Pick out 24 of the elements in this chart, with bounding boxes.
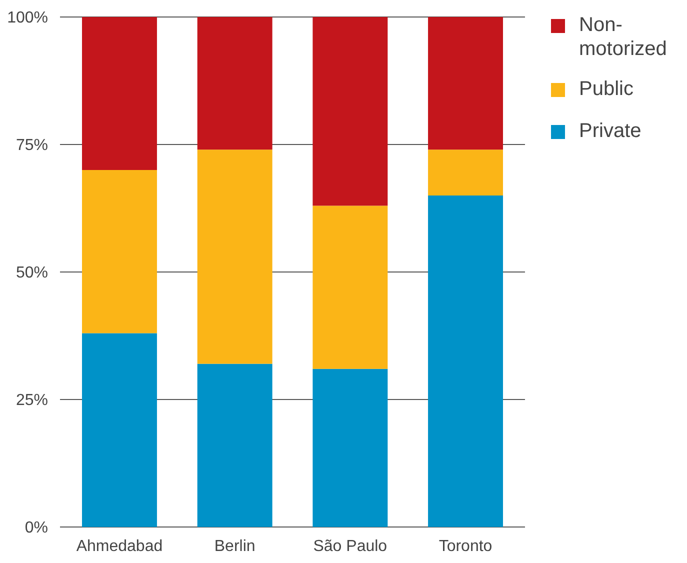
bar [197, 150, 272, 364]
bar [428, 150, 503, 196]
y-tick-label: 0% [24, 520, 48, 537]
bar [428, 17, 503, 150]
bar [197, 364, 272, 527]
bar [428, 196, 503, 527]
y-tick-label: 100% [7, 10, 48, 27]
bar [312, 206, 388, 369]
bar [197, 17, 272, 150]
x-tick-label: São Paulo [313, 538, 388, 555]
legend-label: Private [579, 120, 642, 142]
legend-label: Non-motorized [579, 14, 667, 60]
y-tick-label: 75% [16, 137, 48, 154]
bar [82, 170, 157, 334]
bar [312, 17, 388, 206]
y-tick-label: 25% [16, 392, 48, 410]
y-tick-label: 50% [16, 264, 48, 282]
x-tick-label: Toronto [438, 538, 492, 555]
bar [312, 368, 388, 527]
bar [82, 17, 157, 170]
x-tick-label: Berlin [214, 538, 256, 555]
legend-label: Public [579, 78, 634, 100]
bar [82, 333, 157, 527]
x-tick-label: Ahmedabad [76, 538, 163, 555]
